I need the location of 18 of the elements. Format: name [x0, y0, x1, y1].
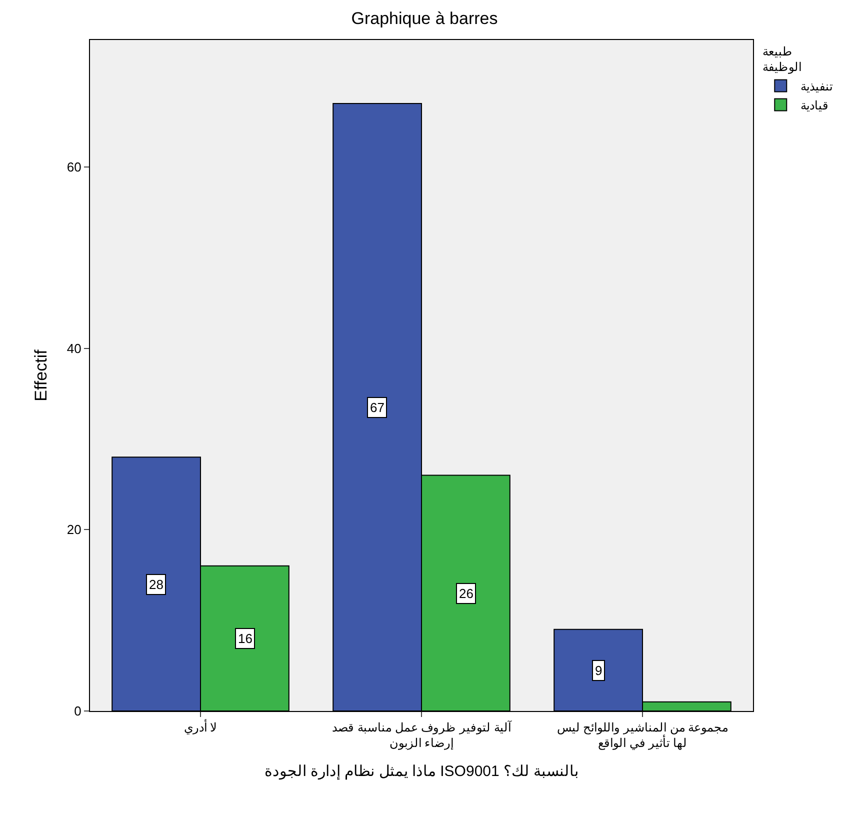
x-tick-label: لا أدري	[184, 719, 218, 734]
y-tick-label: 0	[74, 704, 82, 719]
y-tick-label: 40	[66, 340, 82, 356]
data-label: 16	[238, 631, 252, 646]
y-axis-title: Effectif	[31, 349, 50, 402]
y-tick-label: 60	[66, 160, 82, 174]
y-tick-label: 20	[66, 522, 82, 538]
legend-title: طبيعة الوظيفة	[762, 44, 802, 74]
data-label: 67	[370, 400, 384, 415]
data-label: 28	[149, 577, 164, 592]
x-tick-label: مجموعة من المناشير واللوائح ليس لها تأثير في الواقع	[556, 720, 728, 750]
x-axis-title: ماذا يمثل نظام إدارة الجودة ISO9001 بالنسبة لك؟	[264, 763, 579, 780]
data-label: 9	[595, 663, 602, 678]
data-label: 26	[459, 586, 474, 601]
x-tick-label: آلية لتوفير ظروف عمل مناسبة قصد إرضاء الزبون	[332, 719, 512, 751]
legend-label: تنفيذية	[800, 79, 833, 94]
legend-label: قيادية	[800, 98, 829, 112]
chart-title: Graphique à barres	[351, 9, 498, 28]
